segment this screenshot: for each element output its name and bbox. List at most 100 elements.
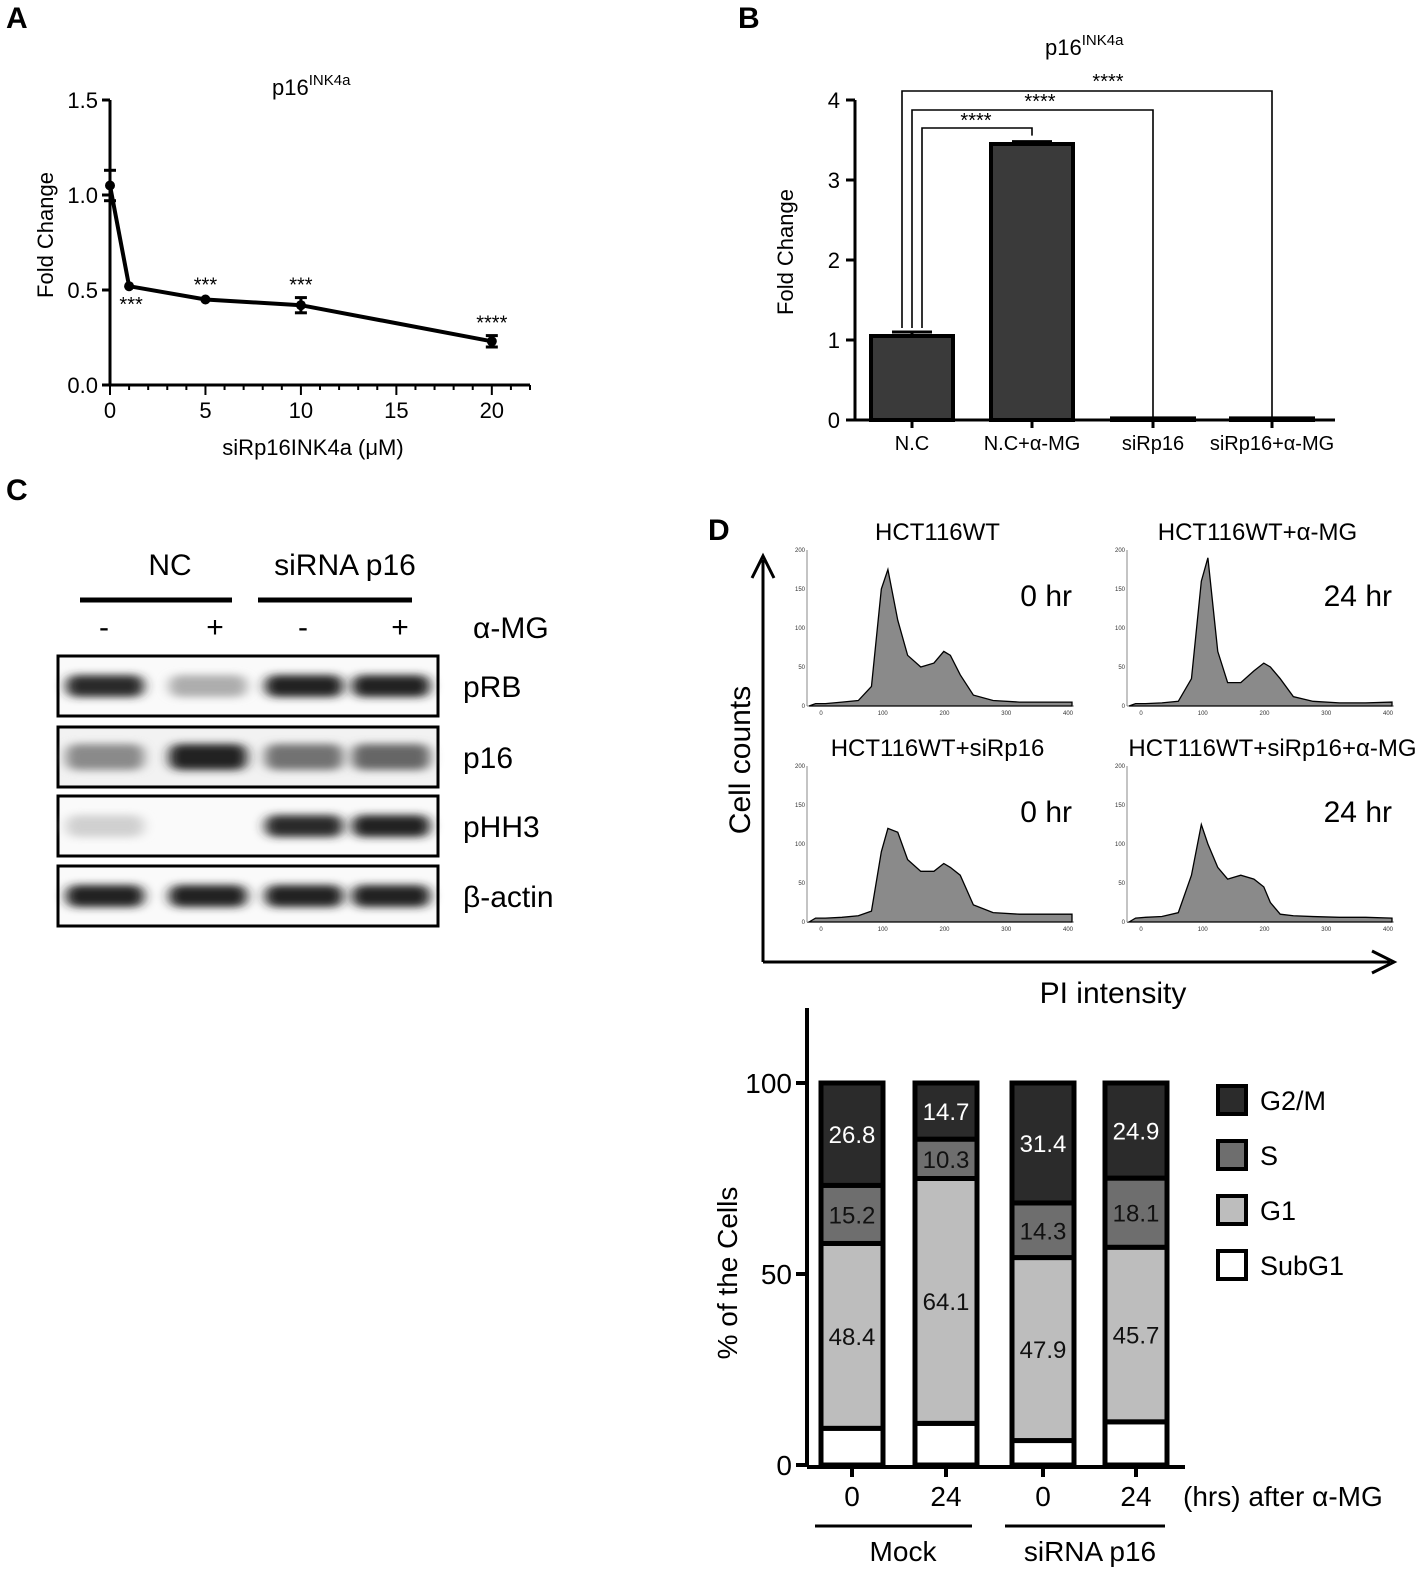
- hist-xtick-label: 300: [1001, 927, 1012, 933]
- blot-band: [352, 675, 430, 697]
- hist-xtick-label: 200: [1259, 711, 1270, 717]
- b-significance-label: ****: [1024, 91, 1055, 113]
- panel-a-y-label: Fold Change: [33, 172, 58, 298]
- hist-xtick-label: 400: [1383, 711, 1394, 717]
- group-label-sirna: siRNA p16: [1024, 1536, 1156, 1567]
- stack-value-label: 45.7: [1113, 1323, 1160, 1350]
- lane-sign: +: [391, 611, 409, 644]
- stack-segment-subg1: [818, 1425, 886, 1468]
- histogram-time-label: 24 hr: [1324, 796, 1392, 829]
- legend-swatch: [1216, 1249, 1248, 1281]
- stack-ytick-label: 100: [745, 1068, 792, 1099]
- blot-band: [265, 744, 343, 770]
- histogram-area: [1126, 821, 1393, 923]
- a-xtick-label: 15: [384, 398, 408, 423]
- b-significance-label: ****: [960, 110, 991, 132]
- panel-d-x-label: PI intensity: [1040, 977, 1187, 1010]
- b-bar: [869, 334, 955, 422]
- stack-category-label: 0: [844, 1481, 860, 1512]
- a-data-point: [486, 336, 497, 347]
- panel-b-bar-chart: p16INK4a Fold Change 0 1 2 3 4 N.C N.C+α-MG si…: [773, 32, 1335, 455]
- stack-value-label: 14.3: [1020, 1218, 1067, 1245]
- panel-c-western-blot: NC siRNA p16 α-MG - + - + pRB p16 pHH3 β-actin: [56, 549, 554, 928]
- b-significance-bracket: [911, 109, 1154, 420]
- histogram-title: HCT116WT+siRp16+α-MG: [1128, 735, 1416, 762]
- panel-d-y-label: Cell counts: [724, 686, 757, 834]
- a-significance-label: ***: [289, 275, 313, 297]
- stack-value-label: 14.7: [923, 1099, 970, 1126]
- legend-label: S: [1260, 1141, 1278, 1171]
- histogram-time-label: 0 hr: [1020, 796, 1072, 829]
- legend-swatch: [1216, 1084, 1248, 1116]
- blot-band: [66, 744, 144, 770]
- blot-band: [352, 885, 430, 907]
- panel-b-y-label: Fold Change: [773, 189, 798, 315]
- hist-xtick-label: 0: [1139, 711, 1143, 717]
- blot-band: [66, 815, 144, 837]
- stack-value-label: 47.9: [1020, 1337, 1067, 1364]
- hist-ytick-label: 0: [1122, 920, 1126, 926]
- hist-ytick-label: 100: [795, 626, 806, 632]
- a-data-point: [200, 294, 211, 305]
- b-ytick-label: 2: [828, 248, 840, 273]
- hist-xtick-label: 300: [1001, 711, 1012, 717]
- b-category-label: N.C+α-MG: [984, 433, 1081, 455]
- stack-value-label: 64.1: [923, 1289, 970, 1316]
- b-significance-bracket: [901, 90, 1273, 420]
- stack-value-label: 24.9: [1113, 1119, 1160, 1146]
- panel-b-title: p16INK4a: [1045, 32, 1124, 60]
- hist-ytick-label: 200: [795, 764, 806, 770]
- stack-ytick-label: 50: [761, 1259, 792, 1290]
- histogram-area: [808, 566, 1073, 707]
- a-xtick-label: 5: [199, 398, 211, 423]
- group-label-sirna-p16: siRNA p16: [274, 549, 416, 582]
- blot-band: [265, 815, 343, 837]
- stack-segment-subg1: [1102, 1419, 1170, 1468]
- blot-band: [66, 675, 144, 697]
- hist-ytick-label: 200: [795, 548, 806, 554]
- hist-xtick-label: 400: [1063, 711, 1074, 717]
- hist-ytick-label: 150: [1115, 803, 1126, 809]
- panel-letter-d: D: [708, 514, 730, 547]
- a-data-point: [105, 180, 115, 191]
- stack-x-suffix: (hrs) after α-MG: [1183, 1481, 1383, 1512]
- legend-label: G1: [1260, 1196, 1296, 1226]
- blot-label: p16: [463, 742, 513, 775]
- hist-xtick-label: 200: [939, 711, 950, 717]
- blot-band: [352, 815, 430, 837]
- a-ytick-label: 1.0: [67, 183, 98, 208]
- panel-d-flow-cytometry: Cell counts PI intensity HCT116WT 0 50 100 1…: [712, 519, 1417, 1567]
- hist-xtick-label: 300: [1321, 927, 1332, 933]
- lane-sign: -: [99, 611, 109, 644]
- panel-letter-c: C: [6, 474, 28, 507]
- hist-xtick-label: 100: [1198, 711, 1209, 717]
- stack-value-label: 31.4: [1020, 1131, 1067, 1158]
- panel-a-x-label: siRp16INK4a (μM): [222, 435, 403, 460]
- stack-segment-s: [912, 1136, 980, 1182]
- panel-d-x-arrowhead: [1371, 949, 1398, 975]
- stack-category-label: 24: [1120, 1481, 1151, 1512]
- a-significance-label: ***: [194, 275, 218, 297]
- hist-ytick-label: 50: [1118, 881, 1125, 887]
- histogram-title: HCT116WT+siRp16: [831, 735, 1045, 762]
- hist-ytick-label: 100: [1115, 626, 1126, 632]
- a-series-line: [108, 185, 493, 344]
- stack-value-label: 26.8: [829, 1122, 876, 1149]
- b-significance-bracket: [921, 127, 1033, 328]
- stack-segment-g1: [1009, 1255, 1077, 1444]
- hist-xtick-label: 400: [1063, 927, 1074, 933]
- blot-band: [169, 885, 247, 907]
- blot-band: [169, 744, 247, 770]
- hist-ytick-label: 50: [798, 881, 805, 887]
- b-ytick-label: 4: [828, 88, 840, 113]
- stack-segment-subg1: [1009, 1438, 1077, 1468]
- legend-label: G2/M: [1260, 1086, 1326, 1116]
- panel-letter-b: B: [738, 2, 760, 35]
- hist-xtick-label: 0: [1139, 927, 1143, 933]
- stack-category-label: 0: [1035, 1481, 1051, 1512]
- stack-segment-s: [1009, 1200, 1077, 1261]
- hist-xtick-label: 200: [1259, 927, 1270, 933]
- a-xtick-label: 20: [480, 398, 504, 423]
- stack-segment-g2m: [1009, 1080, 1077, 1206]
- treatment-label: α-MG: [473, 612, 549, 645]
